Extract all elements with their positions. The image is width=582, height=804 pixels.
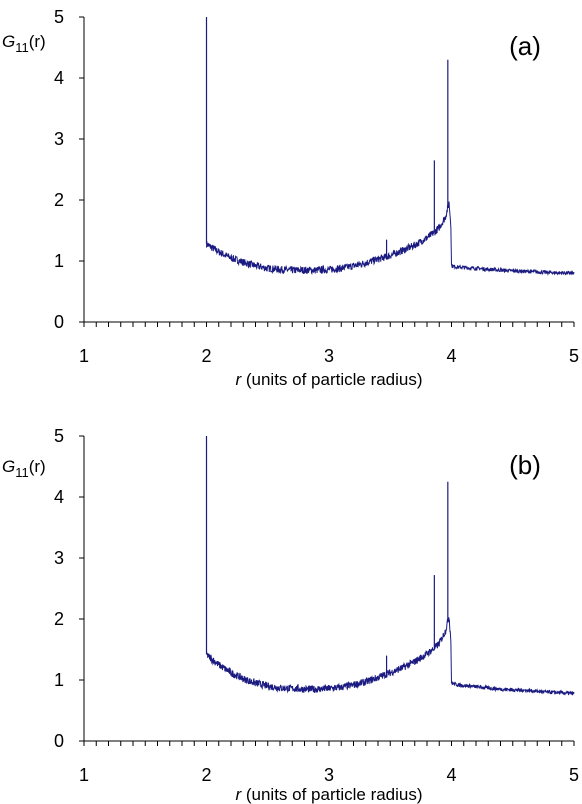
y-tick-label: 1 xyxy=(54,251,64,271)
x-tick-label: 5 xyxy=(569,346,579,366)
y-axis-label-main: G xyxy=(2,32,15,51)
x-tick-label: 2 xyxy=(201,346,211,366)
x-tick-label: 4 xyxy=(446,346,456,366)
y-axis-label-arg: (r) xyxy=(29,32,46,51)
y-tick-label: 4 xyxy=(54,68,64,88)
x-tick-label: 4 xyxy=(446,765,456,785)
y-axis-label: G11(r) xyxy=(2,32,46,55)
x-tick-label: 1 xyxy=(79,346,89,366)
y-tick-label: 5 xyxy=(54,426,64,446)
data-series-line xyxy=(206,201,575,276)
y-tick-label: 3 xyxy=(54,548,64,568)
x-axis-title: r (units of particle radius) xyxy=(235,370,422,389)
y-tick-label: 0 xyxy=(54,731,64,751)
x-axis-title-var: r xyxy=(235,370,242,389)
x-axis-title: r (units of particle radius) xyxy=(235,785,422,804)
y-tick-label: 3 xyxy=(54,129,64,149)
x-axis-title-rest: (units of particle radius) xyxy=(241,370,422,389)
y-tick-label: 0 xyxy=(54,312,64,332)
panel-label: (a) xyxy=(509,31,541,61)
y-tick-label: 4 xyxy=(54,487,64,507)
y-tick-label: 2 xyxy=(54,609,64,629)
panel-label: (b) xyxy=(509,450,541,480)
y-axis-label: G11(r) xyxy=(2,457,46,480)
x-tick-label: 2 xyxy=(201,765,211,785)
x-tick-label: 1 xyxy=(79,765,89,785)
y-tick-label: 1 xyxy=(54,670,64,690)
y-tick-label: 2 xyxy=(54,190,64,210)
y-axis-label-sub: 11 xyxy=(15,465,29,480)
x-axis-title-var: r xyxy=(235,785,242,804)
x-tick-label: 3 xyxy=(324,346,334,366)
y-axis-label-main: G xyxy=(2,457,15,476)
y-tick-label: 5 xyxy=(54,7,64,27)
y-axis-label-sub: 11 xyxy=(15,40,29,55)
x-tick-label: 5 xyxy=(569,765,579,785)
data-series-line xyxy=(206,617,575,696)
x-tick-label: 3 xyxy=(324,765,334,785)
x-axis-title-rest: (units of particle radius) xyxy=(241,785,422,804)
y-axis-label-arg: (r) xyxy=(29,457,46,476)
